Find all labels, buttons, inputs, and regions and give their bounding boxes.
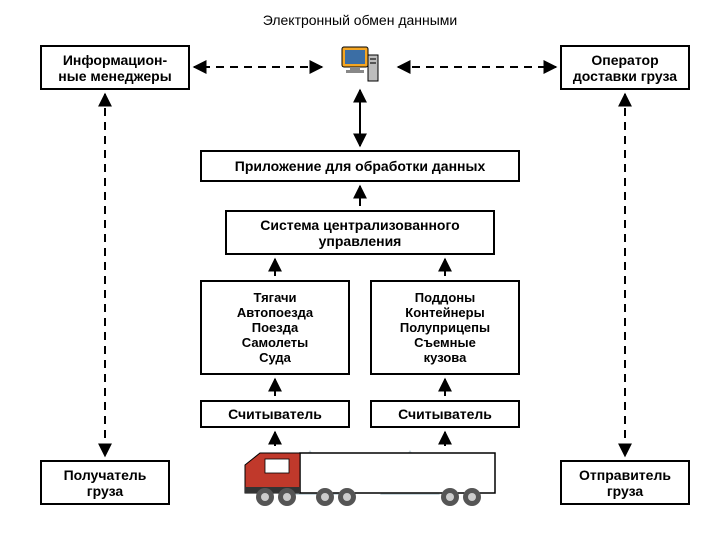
node-reader-left: Считыватель xyxy=(200,400,350,428)
node-operator: Оператордоставки груза xyxy=(560,45,690,90)
node-receiver: Получательгруза xyxy=(40,460,170,505)
diagram-canvas: Электронный обмен данными Информацион-ны… xyxy=(0,0,720,540)
node-vehicles: ТягачиАвтопоездаПоездаСамолетыСуда xyxy=(200,280,350,375)
node-info-managers: Информацион-ные менеджеры xyxy=(40,45,190,90)
truck-icon xyxy=(225,435,505,515)
node-system: Система централизованногоуправления xyxy=(225,210,495,255)
computer-icon xyxy=(340,45,380,85)
node-reader-right: Считыватель xyxy=(370,400,520,428)
node-containers: ПоддоныКонтейнерыПолуприцепыСъемныекузов… xyxy=(370,280,520,375)
diagram-title: Электронный обмен данными xyxy=(200,12,520,28)
node-app: Приложение для обработки данных xyxy=(200,150,520,182)
node-sender: Отправительгруза xyxy=(560,460,690,505)
